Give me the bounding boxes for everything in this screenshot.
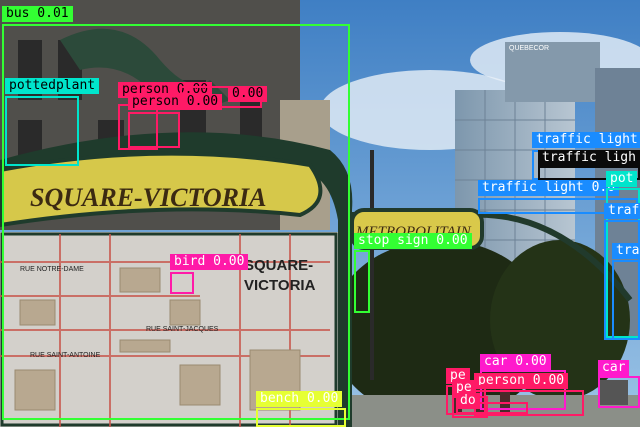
detection-label: bus 0.01 [2,6,73,22]
detection-box [128,112,180,148]
detection-box [538,166,640,180]
detection-label: person 0.00 [474,373,569,389]
detection-label: 0.00 [228,86,268,102]
detection-box [170,272,194,294]
detection-label: car 0.00 [480,354,551,370]
detection-label: traffic light 0.0 [478,180,620,196]
map-label-2: VICTORIA [244,277,316,294]
metro-sign-text: SQUARE-VICTORIA [30,183,267,212]
detection-label: pottedplant [5,78,100,94]
detection-label: traffic ligh [538,150,640,166]
lamp-post [370,150,374,380]
detection-label: traffic light [532,132,640,148]
detection-box [598,376,640,408]
detection-box [5,96,79,166]
glass-tower [505,42,600,102]
map-label-1: SQUARE- [244,257,313,274]
sidewalk [340,395,640,427]
detection-box [354,250,370,313]
detection-box [2,24,350,420]
detection-box [612,260,640,340]
map-street-saint-jacques: RUE SAINT-JACQUES [146,326,219,333]
detection-label: pe [452,380,476,396]
metro-sign-square-victoria [0,151,323,228]
detection-label: pot [606,171,638,187]
building-sign: QUEBECOR [509,45,549,52]
detection-box [256,408,346,427]
detection-label: bench 0.00 [256,391,343,407]
map-street-saint-antoine: RUE SAINT-ANTOINE [30,352,101,359]
detection-label: stop sign 0.00 [354,233,472,249]
detection-label: car [598,360,630,376]
detection-label: tra [612,243,640,259]
map-street-notre-dame: RUE NOTRE-DAME [20,266,84,273]
detection-label: traf [604,203,640,219]
detection-label: bird 0.00 [170,254,249,270]
detection-label: do [456,393,480,409]
metro-arch [0,132,353,427]
